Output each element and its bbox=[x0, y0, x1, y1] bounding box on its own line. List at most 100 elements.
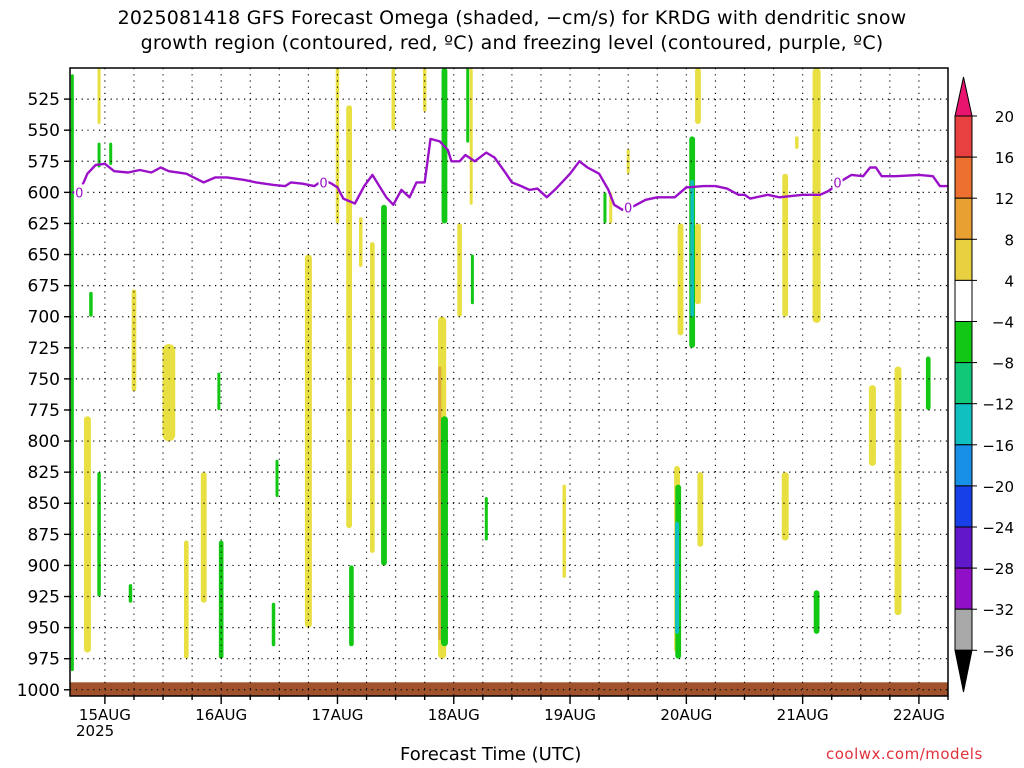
omega-region-5 bbox=[200, 472, 207, 603]
colorbar-label-13: −36 bbox=[982, 642, 1014, 660]
omega-region-4 bbox=[183, 540, 189, 659]
colorbar-box-12 bbox=[954, 608, 973, 651]
title-line-1: 2025081418 GFS Forecast Omega (shaded, −… bbox=[117, 7, 907, 29]
omega-region-44 bbox=[440, 416, 448, 647]
omega-region-24 bbox=[697, 472, 704, 547]
omega-region-12 bbox=[422, 68, 427, 112]
contour-label-bg-3 bbox=[832, 174, 843, 190]
x-axis-label: Forecast Time (UTC) bbox=[400, 744, 582, 765]
colorbar-label-11: −28 bbox=[982, 560, 1014, 578]
axes: 525 550 575 600 625 650 675 700 725 750 775 800 825 8… bbox=[17, 67, 949, 724]
colorbar-label-2: 12 bbox=[995, 190, 1014, 208]
colorbar-box-6 bbox=[954, 362, 973, 405]
y-tick-label-750: 750 bbox=[28, 370, 60, 390]
omega-region-48 bbox=[603, 192, 607, 224]
y-tick-label-525: 525 bbox=[28, 90, 60, 110]
colorbar-label-0: 20 bbox=[995, 108, 1014, 126]
omega-region-40 bbox=[271, 602, 276, 647]
omega-shading bbox=[70, 68, 948, 696]
omega-region-1 bbox=[162, 344, 176, 442]
y-tick-label-775: 775 bbox=[28, 401, 60, 421]
y-tick-label-925: 925 bbox=[28, 588, 60, 608]
colorbar-label-6: −8 bbox=[992, 355, 1014, 373]
colorbar-box-10 bbox=[954, 526, 973, 569]
contour-label-0: 0 bbox=[75, 186, 83, 201]
omega-region-20 bbox=[677, 223, 684, 336]
y-tick-label-700: 700 bbox=[28, 308, 60, 328]
omega-region-18 bbox=[562, 484, 566, 578]
omega-region-22 bbox=[695, 68, 701, 124]
omega-region-11 bbox=[391, 68, 396, 131]
y-tick-label-850: 850 bbox=[28, 494, 60, 514]
x-sub-label: 2025 bbox=[76, 722, 115, 740]
omega-region-30 bbox=[894, 366, 902, 616]
colorbar-label-12: −32 bbox=[982, 601, 1014, 619]
colorbar-label-9: −20 bbox=[982, 478, 1014, 496]
y-tick-label-600: 600 bbox=[28, 183, 60, 203]
omega-region-46 bbox=[470, 254, 474, 305]
x-tick-label-18: 18AUG bbox=[428, 706, 480, 724]
omega-region-38 bbox=[218, 540, 224, 659]
omega-region-42 bbox=[381, 204, 387, 566]
colorbar-label-4: 4 bbox=[1004, 272, 1014, 290]
colorbar-label-5: −4 bbox=[992, 314, 1014, 332]
site-credit: coolwx.com/models bbox=[826, 745, 983, 763]
omega-region-7 bbox=[335, 68, 340, 224]
omega-region-16 bbox=[469, 68, 473, 205]
colorbar-box-1 bbox=[954, 156, 973, 199]
colorbar-box-3 bbox=[954, 238, 973, 281]
omega-region-27 bbox=[795, 136, 799, 149]
x-tick-label-15: 15AUG bbox=[79, 706, 131, 724]
x-tick-label-17: 17AUG bbox=[311, 706, 363, 724]
grid-lines bbox=[70, 68, 948, 696]
omega-region-51 bbox=[813, 590, 820, 634]
colorbar-label-1: 16 bbox=[995, 149, 1014, 167]
omega-region-29 bbox=[868, 385, 876, 466]
title-line-2: growth region (contoured, red, ºC) and f… bbox=[140, 32, 884, 54]
y-tick-label-725: 725 bbox=[28, 339, 60, 359]
colorbar-box-8 bbox=[954, 444, 973, 487]
omega-region-0 bbox=[131, 289, 137, 392]
y-tick-label-800: 800 bbox=[28, 432, 60, 452]
omega-region-3 bbox=[97, 68, 101, 124]
x-tick-label-19: 19AUG bbox=[544, 706, 596, 724]
colorbar-box-7 bbox=[954, 403, 973, 446]
omega-region-41 bbox=[349, 565, 354, 647]
colorbar-top-arrow bbox=[954, 76, 973, 117]
colorbar-box-4 bbox=[954, 279, 973, 322]
y-tick-label-550: 550 bbox=[28, 121, 60, 141]
y-tick-label-900: 900 bbox=[28, 556, 60, 576]
omega-region-15 bbox=[457, 223, 462, 317]
colorbar-bottom-arrow bbox=[954, 649, 973, 693]
omega-region-54 bbox=[675, 521, 680, 634]
contour-label-bg-2 bbox=[623, 199, 634, 215]
y-tick-label-650: 650 bbox=[28, 246, 60, 266]
omega-region-39 bbox=[275, 459, 279, 498]
contour-label-2: 0 bbox=[624, 201, 632, 216]
colorbar-box-5 bbox=[954, 321, 973, 364]
omega-region-45 bbox=[466, 68, 470, 143]
omega-region-53 bbox=[690, 179, 694, 317]
omega-region-32 bbox=[89, 291, 93, 317]
plot-background bbox=[70, 68, 948, 696]
omega-region-10 bbox=[370, 242, 375, 553]
colorbar-label-8: −16 bbox=[982, 437, 1014, 455]
colorbar-label-10: −24 bbox=[982, 519, 1014, 537]
omega-region-14 bbox=[438, 366, 442, 641]
colorbar-box-0 bbox=[954, 115, 973, 158]
y-tick-label-975: 975 bbox=[28, 650, 60, 670]
colorbar-box-2 bbox=[954, 197, 973, 240]
contour-label-bg-0 bbox=[74, 184, 85, 200]
y-tick-label-1000: 1000 bbox=[17, 681, 60, 701]
omega-region-26 bbox=[781, 472, 789, 541]
x-tick-label-22: 22AUG bbox=[893, 706, 945, 724]
x-tick-label-16: 16AUG bbox=[195, 706, 247, 724]
contour-label-1: 0 bbox=[319, 176, 327, 191]
chart-title: 2025081418 GFS Forecast Omega (shaded, −… bbox=[0, 6, 1024, 56]
y-tick-label-950: 950 bbox=[28, 619, 60, 639]
x-tick-label-20: 20AUG bbox=[660, 706, 712, 724]
colorbar-label-7: −12 bbox=[982, 396, 1014, 414]
omega-region-25 bbox=[782, 173, 789, 317]
colorbar: 20 16 12 8 4 −4 −8 −12 −16 −20 −24 −28 −32 −36 bbox=[954, 76, 1014, 693]
